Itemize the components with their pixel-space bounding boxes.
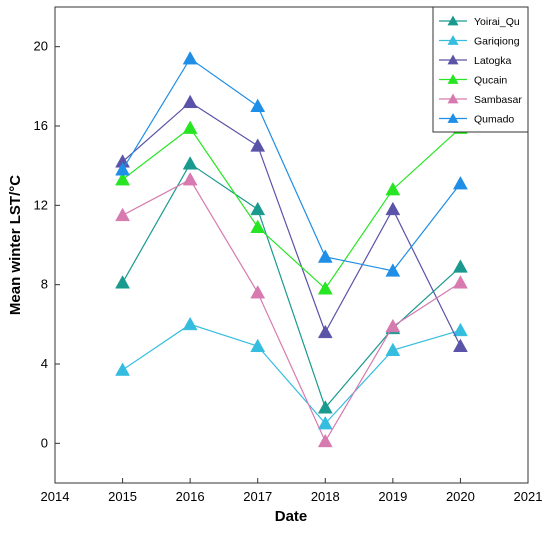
x-tick-label: 2014	[41, 489, 70, 504]
x-tick-label: 2017	[243, 489, 272, 504]
data-point-marker	[385, 263, 401, 277]
data-point-marker	[317, 249, 333, 263]
legend-item: Latogka	[439, 54, 512, 67]
data-point-marker	[250, 338, 266, 352]
legend-label: Latogka	[474, 55, 512, 67]
data-point-marker	[317, 415, 333, 430]
data-point-marker	[115, 162, 130, 176]
legend-marker	[447, 35, 459, 45]
legend-label: Sambasar	[474, 94, 522, 106]
data-point-marker	[317, 324, 333, 339]
data-point-marker	[453, 322, 468, 337]
series-layer	[115, 51, 468, 448]
series-line	[122, 162, 461, 409]
legend-item: Yoirai_Qu	[439, 15, 520, 28]
y-tick-label: 4	[41, 356, 48, 371]
data-point-marker	[182, 316, 198, 331]
data-point-marker	[453, 259, 468, 273]
legend-marker	[447, 93, 459, 104]
data-point-marker	[453, 275, 468, 289]
data-point-marker	[115, 362, 130, 376]
x-axis: 2014 2015 2016 2017 2018 2019 2020 2021	[41, 478, 543, 504]
data-point-marker	[250, 201, 266, 216]
legend-item: Qucain	[439, 74, 507, 87]
legend-item: Qumado	[439, 113, 514, 126]
data-point-marker	[115, 172, 130, 186]
legend-marker	[447, 54, 459, 65]
legend-label: Qumado	[474, 114, 514, 126]
data-point-marker	[385, 342, 401, 356]
data-point-marker	[182, 94, 198, 109]
legend-box	[432, 6, 529, 133]
y-axis: 0 4 8 12 16 20	[34, 39, 60, 450]
data-point-marker	[250, 219, 266, 233]
series-line	[122, 127, 461, 290]
series-sambasar	[115, 172, 468, 448]
legend-item: Gariqiong	[439, 35, 520, 48]
data-point-marker	[250, 138, 266, 152]
legend: Yoirai_Qu Gariqiong Latogka Qucain Sambasar Q…	[432, 6, 529, 133]
data-point-marker	[453, 338, 468, 352]
y-tick-label: 8	[41, 277, 48, 292]
series-line	[122, 101, 461, 347]
legend-item: Sambasar	[439, 93, 522, 106]
x-tick-label: 2020	[446, 489, 475, 504]
x-axis-label: Date	[275, 508, 308, 525]
y-tick-label: 0	[41, 435, 48, 450]
legend-label: Qucain	[474, 75, 507, 87]
data-point-marker	[317, 281, 333, 295]
data-point-marker	[182, 172, 198, 186]
x-tick-label: 2021	[514, 489, 543, 504]
y-axis-label: Mean winter LST/°C	[7, 175, 24, 315]
data-point-marker	[115, 207, 130, 222]
y-tick-label: 12	[34, 197, 48, 212]
legend-marker	[447, 74, 459, 84]
data-point-marker	[453, 176, 468, 190]
series-qumado	[115, 51, 468, 277]
legend-label: Gariqiong	[474, 36, 520, 48]
data-point-marker	[385, 201, 401, 216]
data-point-marker	[115, 275, 130, 289]
data-point-marker	[250, 98, 266, 113]
x-tick-label: 2019	[378, 489, 407, 504]
series-gariqiong	[115, 316, 468, 430]
data-point-marker	[182, 120, 198, 134]
data-point-marker	[317, 433, 333, 448]
x-tick-label: 2018	[311, 489, 340, 504]
data-point-marker	[385, 181, 401, 196]
data-point-marker	[182, 156, 198, 170]
series-line	[122, 178, 461, 443]
x-tick-label: 2015	[108, 489, 137, 504]
data-point-marker	[182, 51, 198, 65]
legend-marker	[447, 15, 459, 26]
data-point-marker	[385, 318, 401, 333]
x-tick-label: 2016	[176, 489, 205, 504]
legend-label: Yoirai_Qu	[474, 16, 520, 28]
y-tick-label: 20	[34, 39, 48, 54]
legend-marker	[447, 113, 459, 123]
series-line	[122, 57, 461, 272]
data-point-marker	[317, 400, 333, 414]
y-tick-label: 16	[34, 118, 48, 133]
data-point-marker	[250, 285, 266, 299]
series-line	[122, 323, 461, 425]
